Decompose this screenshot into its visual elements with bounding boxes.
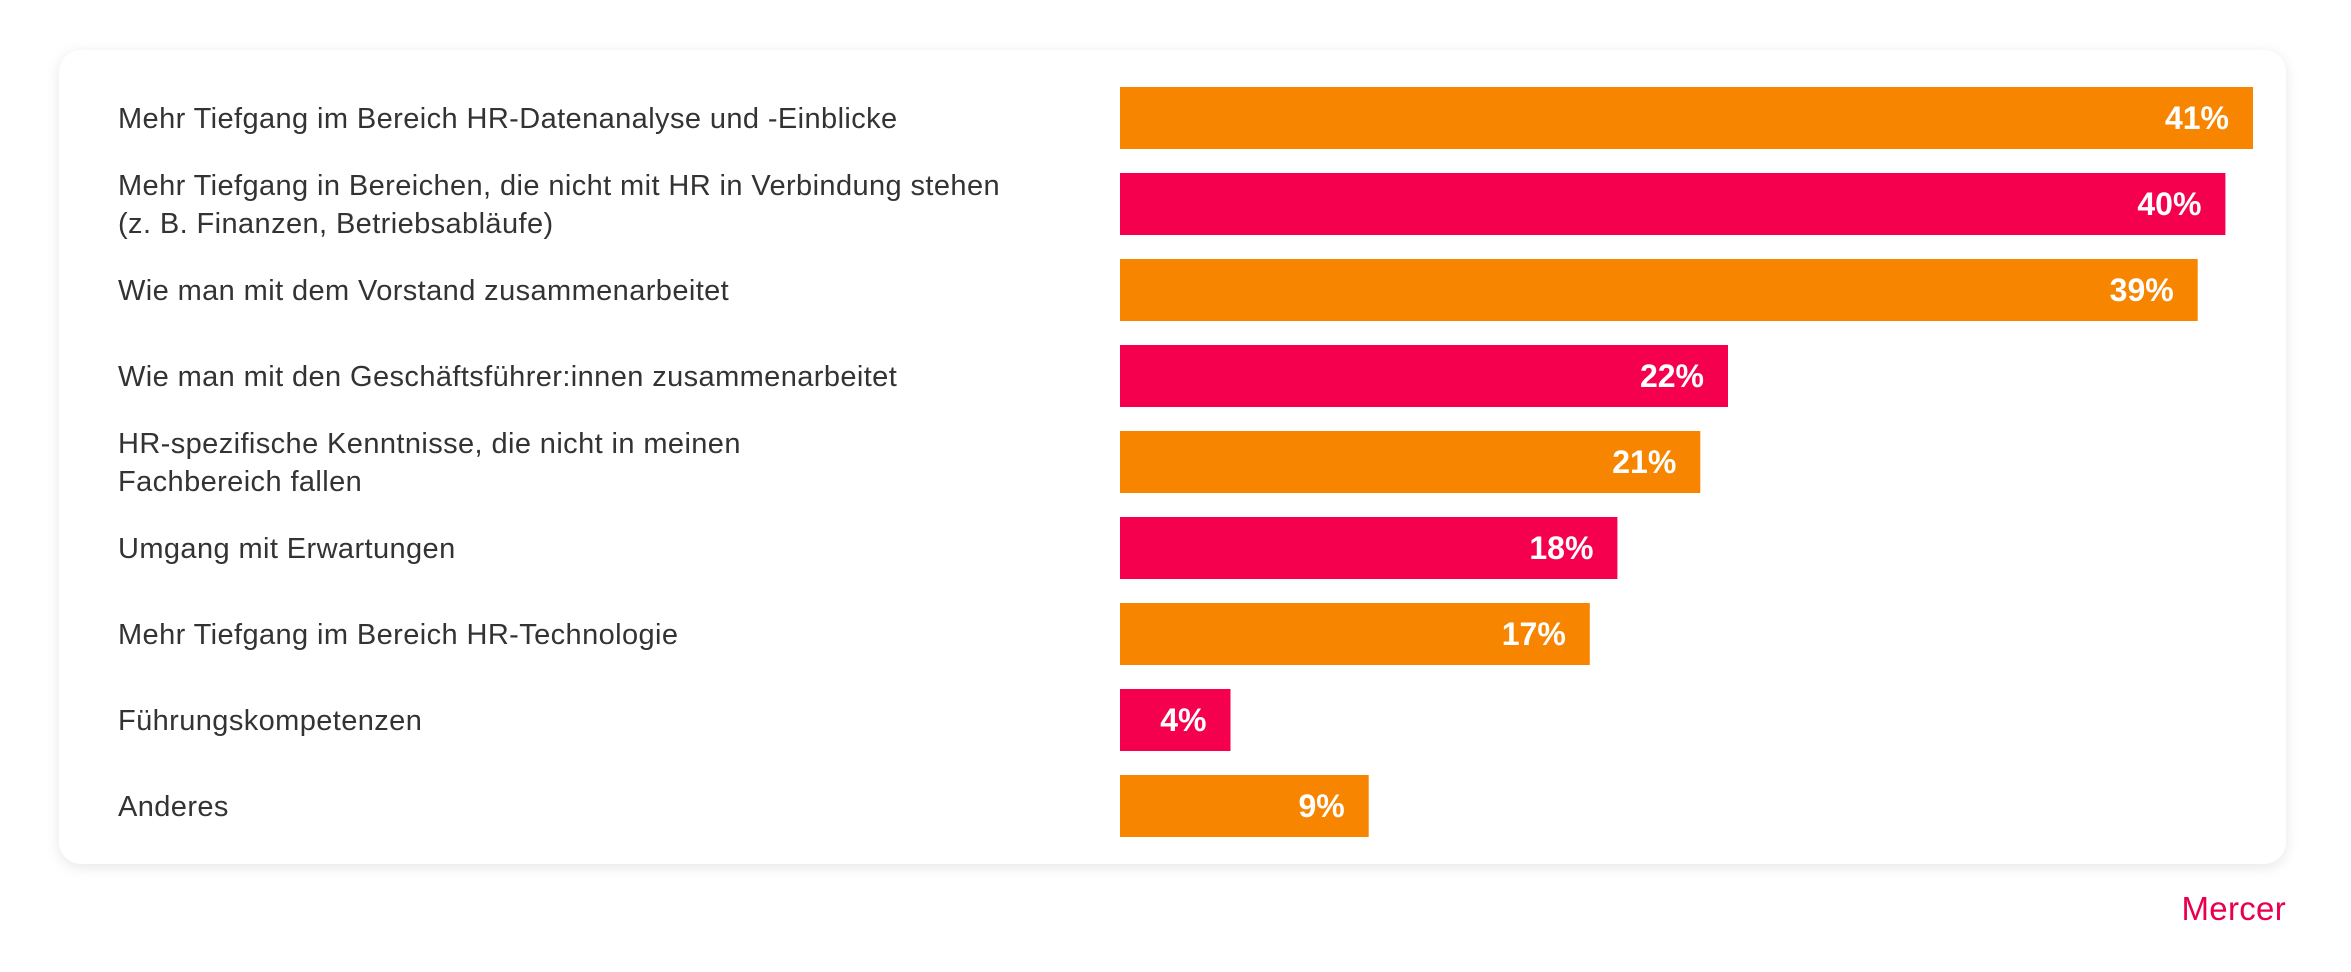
category-label-5: HR-spezifische Kenntnisse, die nicht in … [118,428,741,498]
category-label-4: Wie man mit den Geschäftsführer:innen zu… [118,361,897,393]
bar-4 [1120,345,1728,407]
bar-1 [1120,87,2253,149]
category-label-2: Mehr Tiefgang in Bereichen, die nicht mi… [118,170,1000,240]
category-label-line: Mehr Tiefgang im Bereich HR-Technologie [118,619,678,651]
category-label-line: Fachbereich fallen [118,466,362,498]
category-label-line: Anderes [118,791,229,823]
value-label-8: 4% [1160,702,1206,738]
category-label-line: Umgang mit Erwartungen [118,533,456,565]
category-label-line: Mehr Tiefgang im Bereich HR-Datenanalyse… [118,103,898,135]
category-label-3: Wie man mit dem Vorstand zusammenarbeite… [118,275,729,307]
value-label-4: 22% [1640,358,1704,394]
category-label-line: HR-spezifische Kenntnisse, die nicht in … [118,428,741,460]
category-label-8: Führungskompetenzen [118,705,422,737]
value-label-1: 41% [2165,100,2229,136]
value-label-2: 40% [2137,186,2201,222]
category-label-line: Wie man mit dem Vorstand zusammenarbeite… [118,275,729,307]
bar-5 [1120,431,1701,493]
value-label-7: 17% [1502,616,1566,652]
category-label-7: Mehr Tiefgang im Bereich HR-Technologie [118,619,678,651]
value-label-6: 18% [1529,530,1593,566]
bar-8 [1120,689,1231,751]
mercer-logo: Mercer [2181,890,2286,927]
value-label-9: 9% [1298,788,1344,824]
category-label-line: (z. B. Finanzen, Betriebsabläufe) [118,208,554,240]
bar-7 [1120,603,1590,665]
category-label-1: Mehr Tiefgang im Bereich HR-Datenanalyse… [118,103,898,135]
category-label-line: Führungskompetenzen [118,705,422,737]
category-label-6: Umgang mit Erwartungen [118,533,456,565]
category-label-line: Wie man mit den Geschäftsführer:innen zu… [118,361,897,393]
category-label-9: Anderes [118,791,229,823]
bar-2 [1120,173,2226,235]
value-label-5: 21% [1612,444,1676,480]
bar-6 [1120,517,1618,579]
bar-9 [1120,775,1369,837]
category-label-line: Mehr Tiefgang in Bereichen, die nicht mi… [118,170,1000,202]
value-label-3: 39% [2110,272,2174,308]
bar-3 [1120,259,2198,321]
